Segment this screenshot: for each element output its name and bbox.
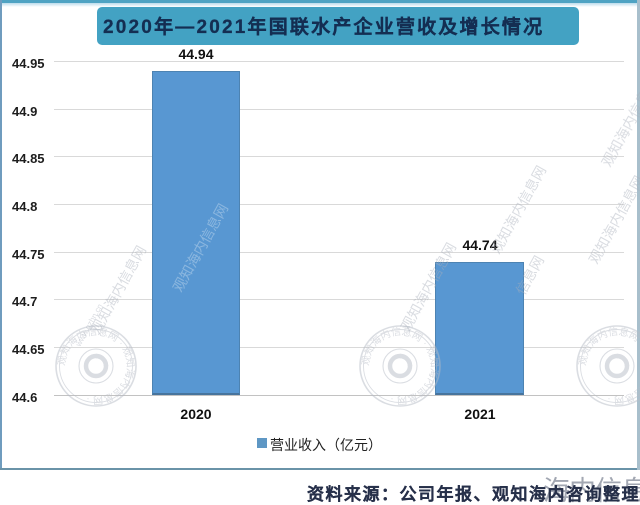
svg-text:信息网: 信息网 — [513, 253, 547, 297]
svg-text:观知海内信息网: 观知海内信息网 — [170, 201, 232, 294]
svg-text:观知海内信息网: 观知海内信息网 — [488, 163, 550, 256]
svg-text:观知海内信息网: 观知海内信息网 — [398, 240, 460, 333]
svg-text:海内信息网: 海内信息网 — [543, 476, 640, 504]
svg-text:观知海内信息网: 观知海内信息网 — [586, 173, 640, 266]
svg-text:观知海内信息网: 观知海内信息网 — [599, 76, 640, 169]
svg-text:观知海内信息网: 观知海内信息网 — [88, 243, 150, 336]
